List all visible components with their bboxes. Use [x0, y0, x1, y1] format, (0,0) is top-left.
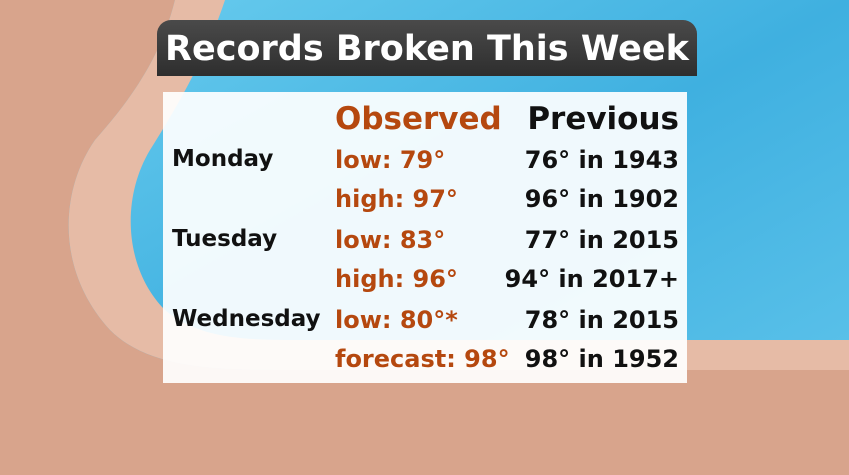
- header-observed: Observed: [335, 101, 502, 137]
- previous-record: 77° in 2015: [524, 226, 679, 254]
- day-label: Tuesday: [172, 226, 278, 252]
- header-previous: Previous: [527, 101, 679, 137]
- records-table: Observed Previous Monday low: 79° 76° in 194…: [163, 92, 687, 383]
- previous-record: 94° in 2017+: [504, 265, 679, 293]
- previous-record: 98° in 1952: [524, 345, 679, 373]
- day-label: Monday: [172, 146, 274, 172]
- observed-value: low: 79°: [335, 146, 446, 174]
- observed-value: high: 97°: [335, 185, 458, 213]
- observed-value: high: 96°: [335, 265, 458, 293]
- previous-record: 78° in 2015: [524, 306, 679, 334]
- previous-record: 76° in 1943: [524, 146, 679, 174]
- day-label: Wednesday: [172, 306, 321, 332]
- observed-value: forecast: 98°: [335, 345, 510, 373]
- observed-value: low: 80°*: [335, 306, 458, 334]
- previous-record: 96° in 1902: [524, 185, 679, 213]
- title: Records Broken This Week: [165, 29, 689, 69]
- observed-value: low: 83°: [335, 226, 446, 254]
- title-banner: Records Broken This Week: [157, 20, 697, 76]
